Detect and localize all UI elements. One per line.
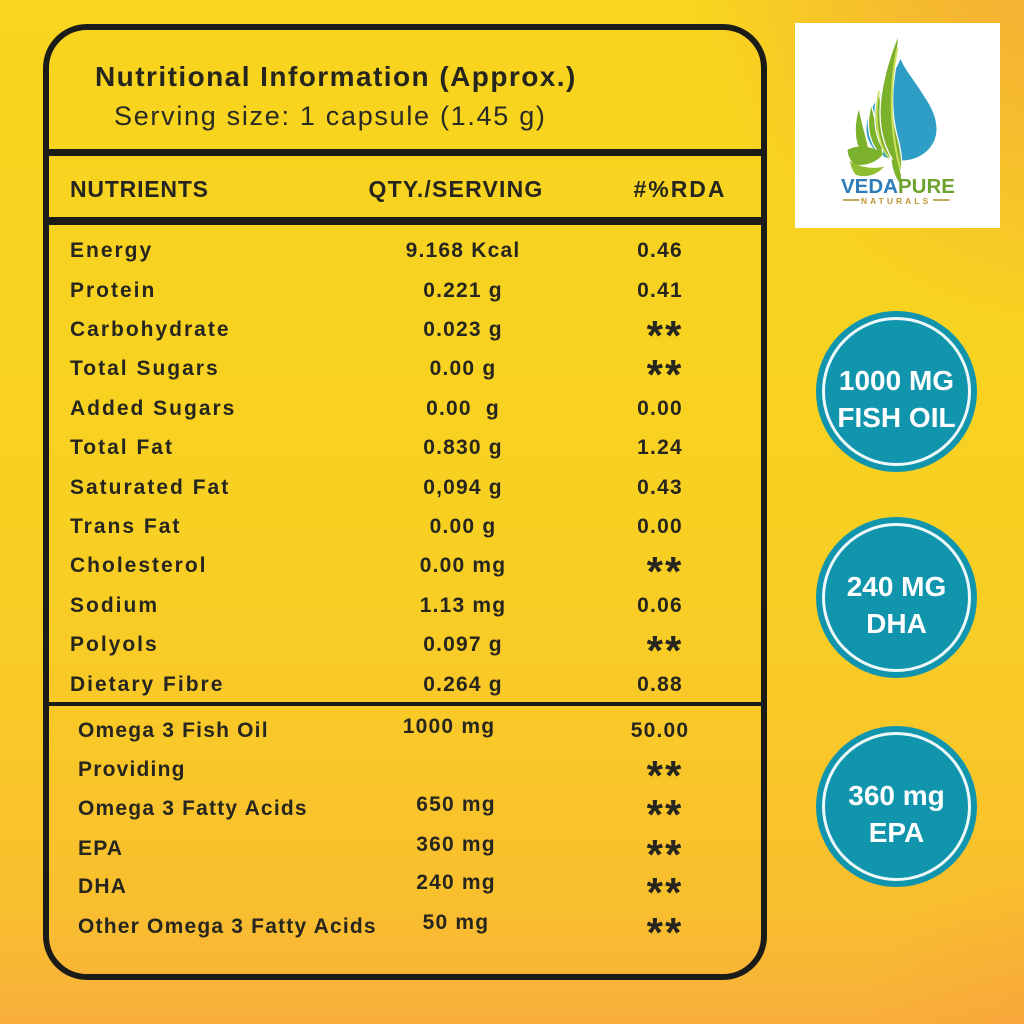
svg-text:VEDAPURE: VEDAPURE — [841, 175, 955, 198]
svg-text:NATURALS: NATURALS — [861, 196, 931, 206]
